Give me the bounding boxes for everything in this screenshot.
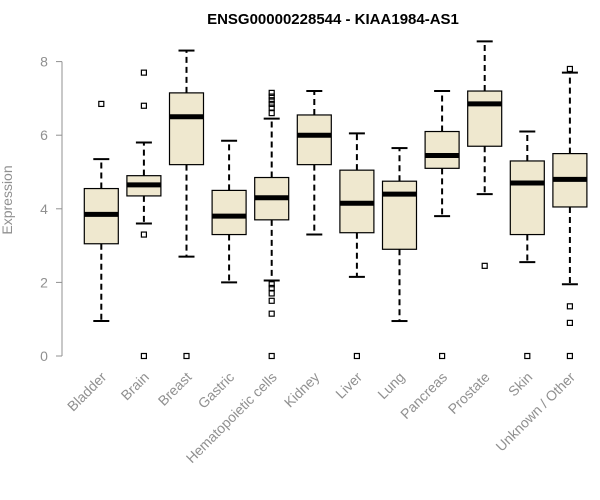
x-tick-label: Unknown / Other	[492, 369, 578, 455]
outlier-point	[140, 69, 147, 76]
outlier-point	[98, 100, 105, 108]
x-tick-label: Breast	[155, 369, 195, 409]
box-iqr	[211, 189, 247, 236]
box-iqr	[509, 160, 545, 236]
outlier-point	[566, 65, 574, 73]
outlier-point	[268, 93, 275, 100]
x-tick-label: Liver	[332, 369, 365, 402]
x-tick-label: Bladder	[64, 369, 110, 415]
outlier-point	[268, 281, 275, 288]
box-iqr	[168, 92, 205, 166]
outlier-point	[439, 352, 446, 360]
outlier-point	[268, 297, 275, 304]
box-kidney	[296, 90, 332, 236]
x-tick-label: Kidney	[281, 369, 323, 411]
outlier-point	[268, 352, 275, 360]
box-lung	[381, 147, 418, 323]
outlier-point	[140, 102, 147, 109]
outlier-point	[268, 284, 275, 292]
outlier-point	[566, 352, 574, 360]
outlier-point	[566, 303, 574, 310]
outlier-point	[268, 110, 275, 117]
outlier-point	[481, 262, 488, 269]
y-tick-label: 2	[40, 274, 48, 290]
outlier-point	[140, 231, 147, 238]
box-liver	[339, 132, 375, 360]
outlier-point	[524, 352, 531, 360]
box-iqr	[381, 180, 418, 250]
outlier-point	[268, 97, 275, 104]
x-tick-label: Prostate	[445, 369, 493, 417]
y-axis: 0 2 4 6 8	[40, 54, 63, 364]
outlier-point	[183, 352, 190, 360]
x-tick-label: Lung	[374, 369, 407, 402]
y-tick-label: 8	[40, 54, 48, 70]
y-tick-label: 6	[40, 127, 48, 143]
box-skin	[509, 130, 545, 360]
outlier-point	[268, 100, 275, 108]
box-hematopoietic-cells	[254, 89, 290, 360]
outlier-point	[268, 104, 275, 111]
y-tick-label: 4	[40, 201, 48, 217]
box-unknown-other	[552, 65, 588, 360]
x-tick-label: Skin	[505, 369, 536, 400]
x-tick-label: Brain	[118, 369, 152, 403]
box-gastric	[211, 139, 247, 284]
outlier-point	[268, 290, 275, 297]
box-iqr	[467, 90, 503, 147]
box-group	[83, 40, 588, 360]
y-tick-label: 0	[40, 348, 48, 364]
x-tick-label: Pancreas	[397, 369, 450, 422]
box-brain	[126, 69, 162, 360]
box-pancreas	[424, 90, 460, 360]
box-bladder	[83, 100, 119, 323]
box-breast	[168, 49, 205, 360]
box-iqr	[424, 130, 460, 169]
y-axis-label: Expression	[0, 165, 15, 234]
outlier-point	[140, 352, 147, 360]
box-iqr	[296, 114, 332, 166]
outlier-point	[353, 352, 360, 360]
outlier-point	[268, 89, 275, 96]
outlier-point	[268, 310, 275, 317]
x-tick-label: Gastric	[195, 369, 238, 412]
box-prostate	[467, 40, 503, 269]
chart-title: ENSG00000228544 - KIAA1984-AS1	[207, 11, 459, 28]
outlier-point	[566, 319, 574, 326]
